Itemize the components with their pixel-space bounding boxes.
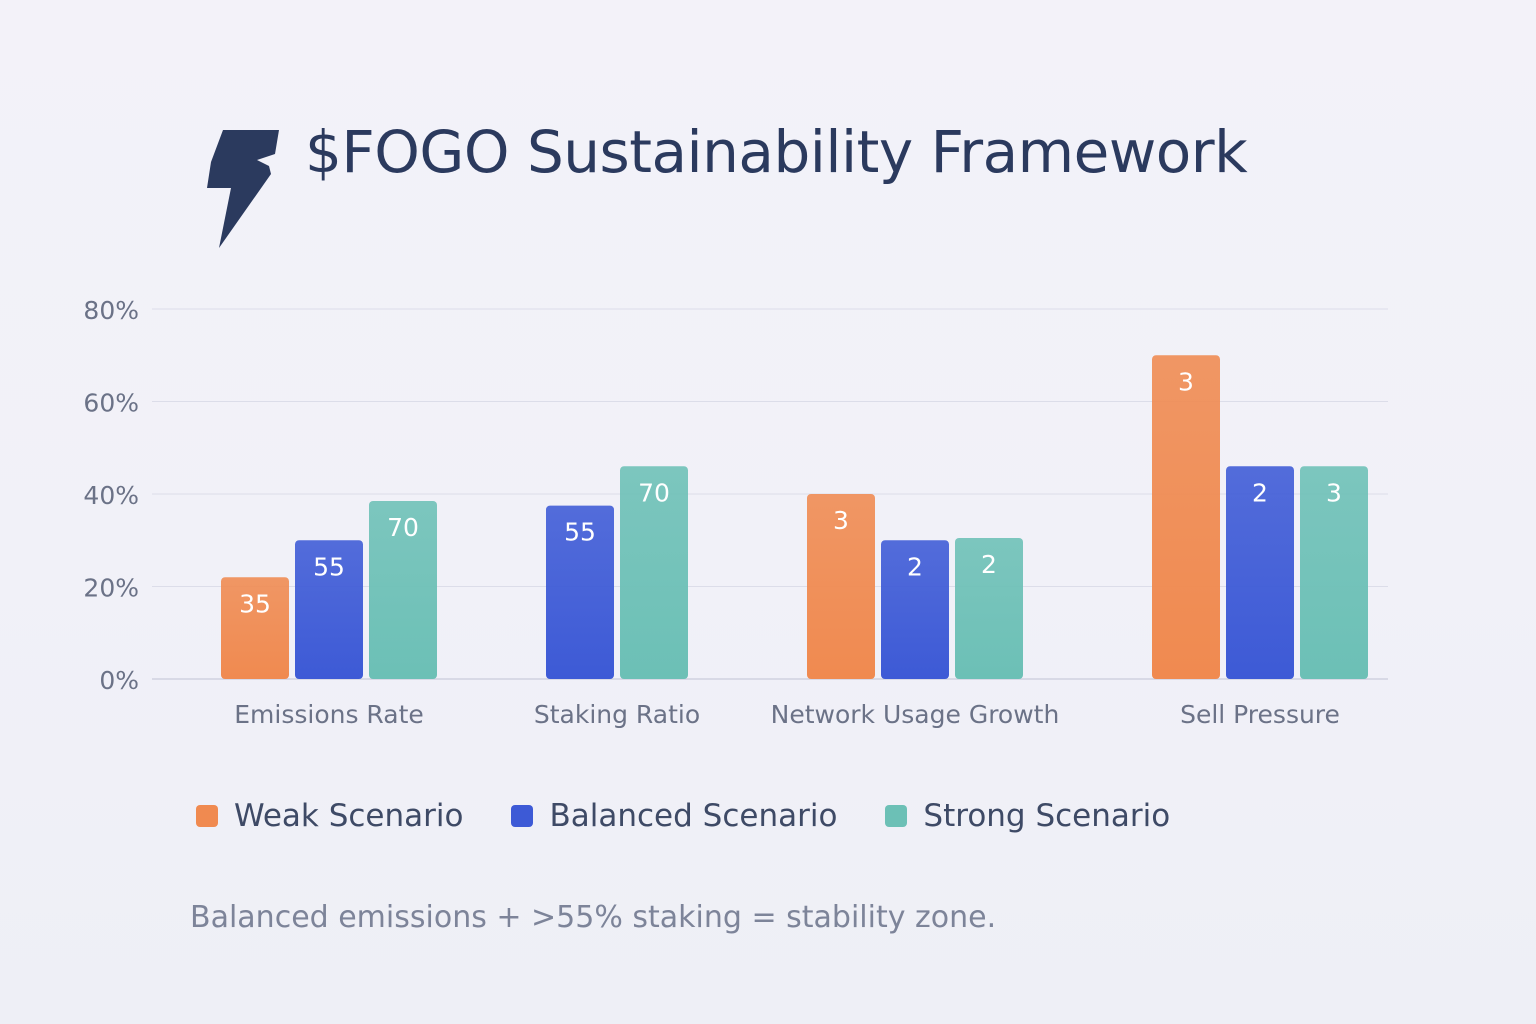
bar-strong-scenario <box>955 537 1023 679</box>
x-category-label: Network Usage Growth <box>771 700 1060 729</box>
legend-item: Balanced Scenario <box>511 798 837 834</box>
legend-label: Strong Scenario <box>923 798 1171 834</box>
bar-strong-scenario <box>369 500 437 679</box>
legend-swatch <box>885 805 908 827</box>
bar-data-label: 70 <box>387 513 419 542</box>
legend-swatch <box>196 805 218 827</box>
y-tick-label: 80% <box>83 296 139 325</box>
bar-data-label: 70 <box>638 478 670 507</box>
bar-balanced-scenario <box>546 505 614 679</box>
x-category-label: Staking Ratio <box>534 700 700 729</box>
bar-balanced-scenario <box>295 540 363 679</box>
bar-balanced-scenario <box>881 540 949 679</box>
bar-data-label: 55 <box>564 518 596 547</box>
chart-legend: Weak Scenario Balanced Scenario Strong Sce… <box>196 798 1218 834</box>
bar-weak-scenario <box>1152 355 1220 679</box>
bar-data-label: 2 <box>981 550 997 579</box>
bar-balanced-scenario <box>1226 466 1294 679</box>
y-tick-label: 60% <box>83 389 139 418</box>
legend-swatch <box>511 805 534 827</box>
legend-label: Weak Scenario <box>234 798 464 834</box>
legend-item: Strong Scenario <box>885 798 1170 834</box>
y-tick-label: 20% <box>83 574 139 603</box>
legend-item: Weak Scenario <box>196 798 463 834</box>
x-category-label: Sell Pressure <box>1180 700 1340 729</box>
y-tick-label: 40% <box>83 481 139 510</box>
bar-strong-scenario <box>1300 466 1368 679</box>
bar-data-label: 3 <box>833 506 849 535</box>
bar-data-label: 2 <box>1252 478 1268 507</box>
bar-strong-scenario <box>620 466 688 679</box>
bar-data-label: 3 <box>1178 367 1194 396</box>
fogo-logo-icon <box>207 130 279 248</box>
chart-footnote: Balanced emissions + >55% staking = stab… <box>190 900 997 935</box>
bar-data-label: 55 <box>313 552 345 581</box>
bar-data-label: 35 <box>239 589 271 618</box>
x-category-label: Emissions Rate <box>234 700 424 729</box>
bar-data-label: 2 <box>907 552 923 581</box>
bar-data-label: 3 <box>1326 478 1342 507</box>
bar-weak-scenario <box>807 494 875 679</box>
y-tick-label: 0% <box>99 666 139 695</box>
legend-label: Balanced Scenario <box>549 798 838 834</box>
bar-weak-scenario <box>221 577 289 679</box>
chart-title: $FOGO Sustainability Framework <box>305 118 1248 186</box>
